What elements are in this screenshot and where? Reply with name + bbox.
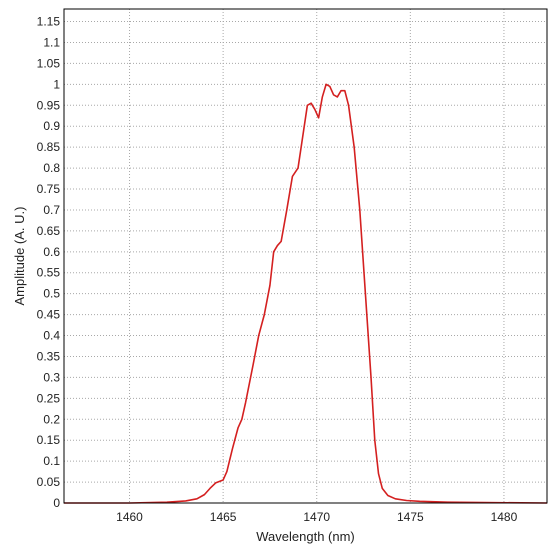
- y-tick-label: 1.1: [43, 35, 60, 49]
- y-tick-labels: 0 0.05 0.1 0.15 0.2 0.25 0.3 0.35 0.4 0.45 0.5 0.55…: [37, 15, 61, 510]
- y-tick-label: 0.8: [43, 161, 60, 175]
- y-tick-label: 0.7: [43, 203, 60, 217]
- y-tick-label: 1.05: [37, 56, 61, 70]
- y-axis-label: Amplitude (A. U.): [12, 207, 27, 306]
- x-tick-label: 1480: [491, 510, 518, 524]
- y-tick-label: 0.25: [37, 391, 61, 405]
- y-tick-label: 1: [53, 77, 60, 91]
- y-tick-label: 0.6: [43, 245, 60, 259]
- y-tick-label: 0.65: [37, 224, 61, 238]
- y-tick-label: 1.15: [37, 15, 61, 29]
- plot-frame: [63, 8, 548, 504]
- y-tick-label: 0.1: [43, 454, 60, 468]
- y-tick-label: 0.85: [37, 140, 61, 154]
- x-tick-label: 1465: [210, 510, 237, 524]
- y-tick-label: 0.95: [37, 98, 61, 112]
- y-tick-label: 0.55: [37, 266, 61, 280]
- y-tick-label: 0: [53, 496, 60, 510]
- x-axis-label: Wavelength (nm): [256, 529, 355, 544]
- x-tick-label: 1475: [397, 510, 424, 524]
- y-tick-label: 0.15: [37, 433, 61, 447]
- x-tick-labels: 1460 1465 1470 1475 1480: [116, 510, 517, 524]
- y-tick-label: 0.3: [43, 370, 60, 384]
- y-tick-label: 0.9: [43, 119, 60, 133]
- y-tick-label: 0.45: [37, 308, 61, 322]
- x-tick-label: 1470: [303, 510, 330, 524]
- grid-lines: [64, 9, 547, 503]
- series-layer: [64, 83, 548, 504]
- y-tick-label: 0.75: [37, 182, 61, 196]
- y-tick-label: 0.2: [43, 412, 60, 426]
- y-tick-label: 0.5: [43, 287, 60, 301]
- y-tick-label: 0.4: [43, 329, 60, 343]
- x-tick-label: 1460: [116, 510, 143, 524]
- y-tick-label: 0.35: [37, 349, 61, 363]
- y-tick-label: 0.05: [37, 475, 61, 489]
- spectrum-line: [64, 83, 548, 504]
